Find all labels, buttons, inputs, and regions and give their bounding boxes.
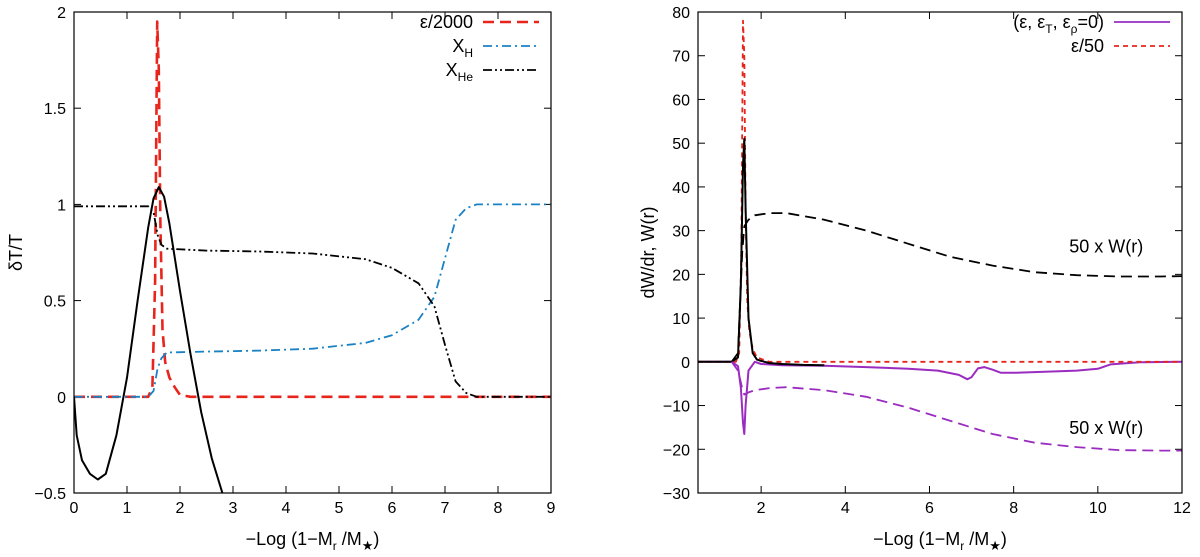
x-tick-label: 4	[841, 500, 850, 517]
x-tick-label: 3	[229, 500, 238, 517]
y-tick-label: −10	[663, 399, 690, 416]
annotation: 50 x W(r)	[1069, 237, 1143, 257]
x-tick-label: 8	[1009, 500, 1018, 517]
xlabel-part: −Log (1−M	[246, 529, 333, 549]
xlabel-sub: ★	[362, 538, 374, 553]
plot-frame	[73, 11, 552, 494]
x-tick-label: 1	[123, 500, 132, 517]
x-tick-label: 9	[547, 500, 556, 517]
xlabel-part: )	[1001, 529, 1007, 549]
xlabel-sub: r	[960, 539, 964, 553]
series-line	[74, 20, 551, 399]
y-tick-label: 50	[672, 136, 690, 153]
x-axis-label: −Log (1−Mr /M★)	[246, 529, 380, 553]
legend-label-sub: H	[464, 46, 473, 60]
x-tick-label: 4	[282, 500, 291, 517]
y-tick-label: −20	[663, 442, 690, 459]
y-tick-label: 0.5	[44, 294, 66, 311]
y-axis-label: δT/T	[6, 234, 26, 271]
series-line	[698, 360, 1182, 435]
x-tick-label: 8	[494, 500, 503, 517]
series-line	[74, 203, 551, 398]
xlabel-sub: ★	[989, 538, 1001, 553]
y-tick-label: 20	[672, 267, 690, 284]
y-tick-label: 1	[57, 197, 66, 214]
x-tick-label: 6	[925, 500, 934, 517]
series-line	[730, 212, 1182, 363]
y-tick-label: 70	[672, 49, 690, 66]
y-tick-label: −0.5	[34, 486, 66, 503]
legend-label-main: X	[452, 36, 464, 56]
y-tick-label: 2	[57, 5, 66, 22]
x-tick-label: 5	[335, 500, 344, 517]
legend-label-main: X	[446, 60, 458, 80]
y-tick-label: −30	[663, 486, 690, 503]
xlabel-part: /M	[964, 529, 989, 549]
legend-label: ε/50	[1071, 36, 1104, 56]
plot-area	[698, 19, 1182, 452]
series-line	[730, 361, 1182, 452]
y-tick-label: 30	[672, 224, 690, 241]
plot-frame	[697, 11, 1183, 494]
legend-label: ε/2000	[420, 12, 473, 32]
legend-label: XH	[452, 36, 473, 60]
x-tick-label: 2	[176, 500, 185, 517]
x-tick-label: 7	[441, 500, 450, 517]
x-tick-label: 10	[1089, 500, 1107, 517]
legend-label-sub: He	[458, 70, 474, 84]
plot-area	[74, 20, 551, 493]
series-line	[74, 205, 551, 398]
legend-sub: ρ	[1071, 22, 1078, 36]
series-line	[698, 137, 825, 367]
x-tick-label: 12	[1173, 500, 1191, 517]
y-axis-label: dW/dr, W(r)	[638, 207, 658, 299]
annotation: 50 x W(r)	[1069, 418, 1143, 438]
x-tick-label: 2	[757, 500, 766, 517]
legend-label: XHe	[446, 60, 474, 84]
xlabel-part: −Log (1−M	[873, 529, 960, 549]
legend-sub: T	[1045, 22, 1053, 36]
xlabel-sub: r	[333, 539, 337, 553]
x-tick-label: 6	[388, 500, 397, 517]
legend-part: (ε, ε	[1013, 12, 1045, 32]
series-line	[698, 19, 1182, 363]
x-axis-label: −Log (1−Mr /M★)	[873, 529, 1007, 553]
xlabel-part: )	[373, 529, 379, 549]
y-tick-label: 80	[672, 5, 690, 22]
chart-2: 2 4 6 8 10 12 −30 −20 −10 0 10 20 30 40 50 60 70 80 50 x W…	[638, 5, 1191, 553]
y-tick-label: 60	[672, 92, 690, 109]
x-tick-label: 0	[70, 500, 79, 517]
legend-label: (ε, εT, ερ=0)	[1013, 12, 1104, 36]
legend-part: , ε	[1053, 12, 1071, 32]
y-tick-label: 10	[672, 311, 690, 328]
y-tick-label: 1.5	[44, 101, 66, 118]
legend-part: =0)	[1077, 12, 1104, 32]
y-tick-label: 40	[672, 180, 690, 197]
xlabel-part: /M	[337, 529, 362, 549]
y-tick-label: 0	[57, 390, 66, 407]
series-line	[74, 186, 224, 493]
y-tick-label: 0	[681, 355, 690, 372]
